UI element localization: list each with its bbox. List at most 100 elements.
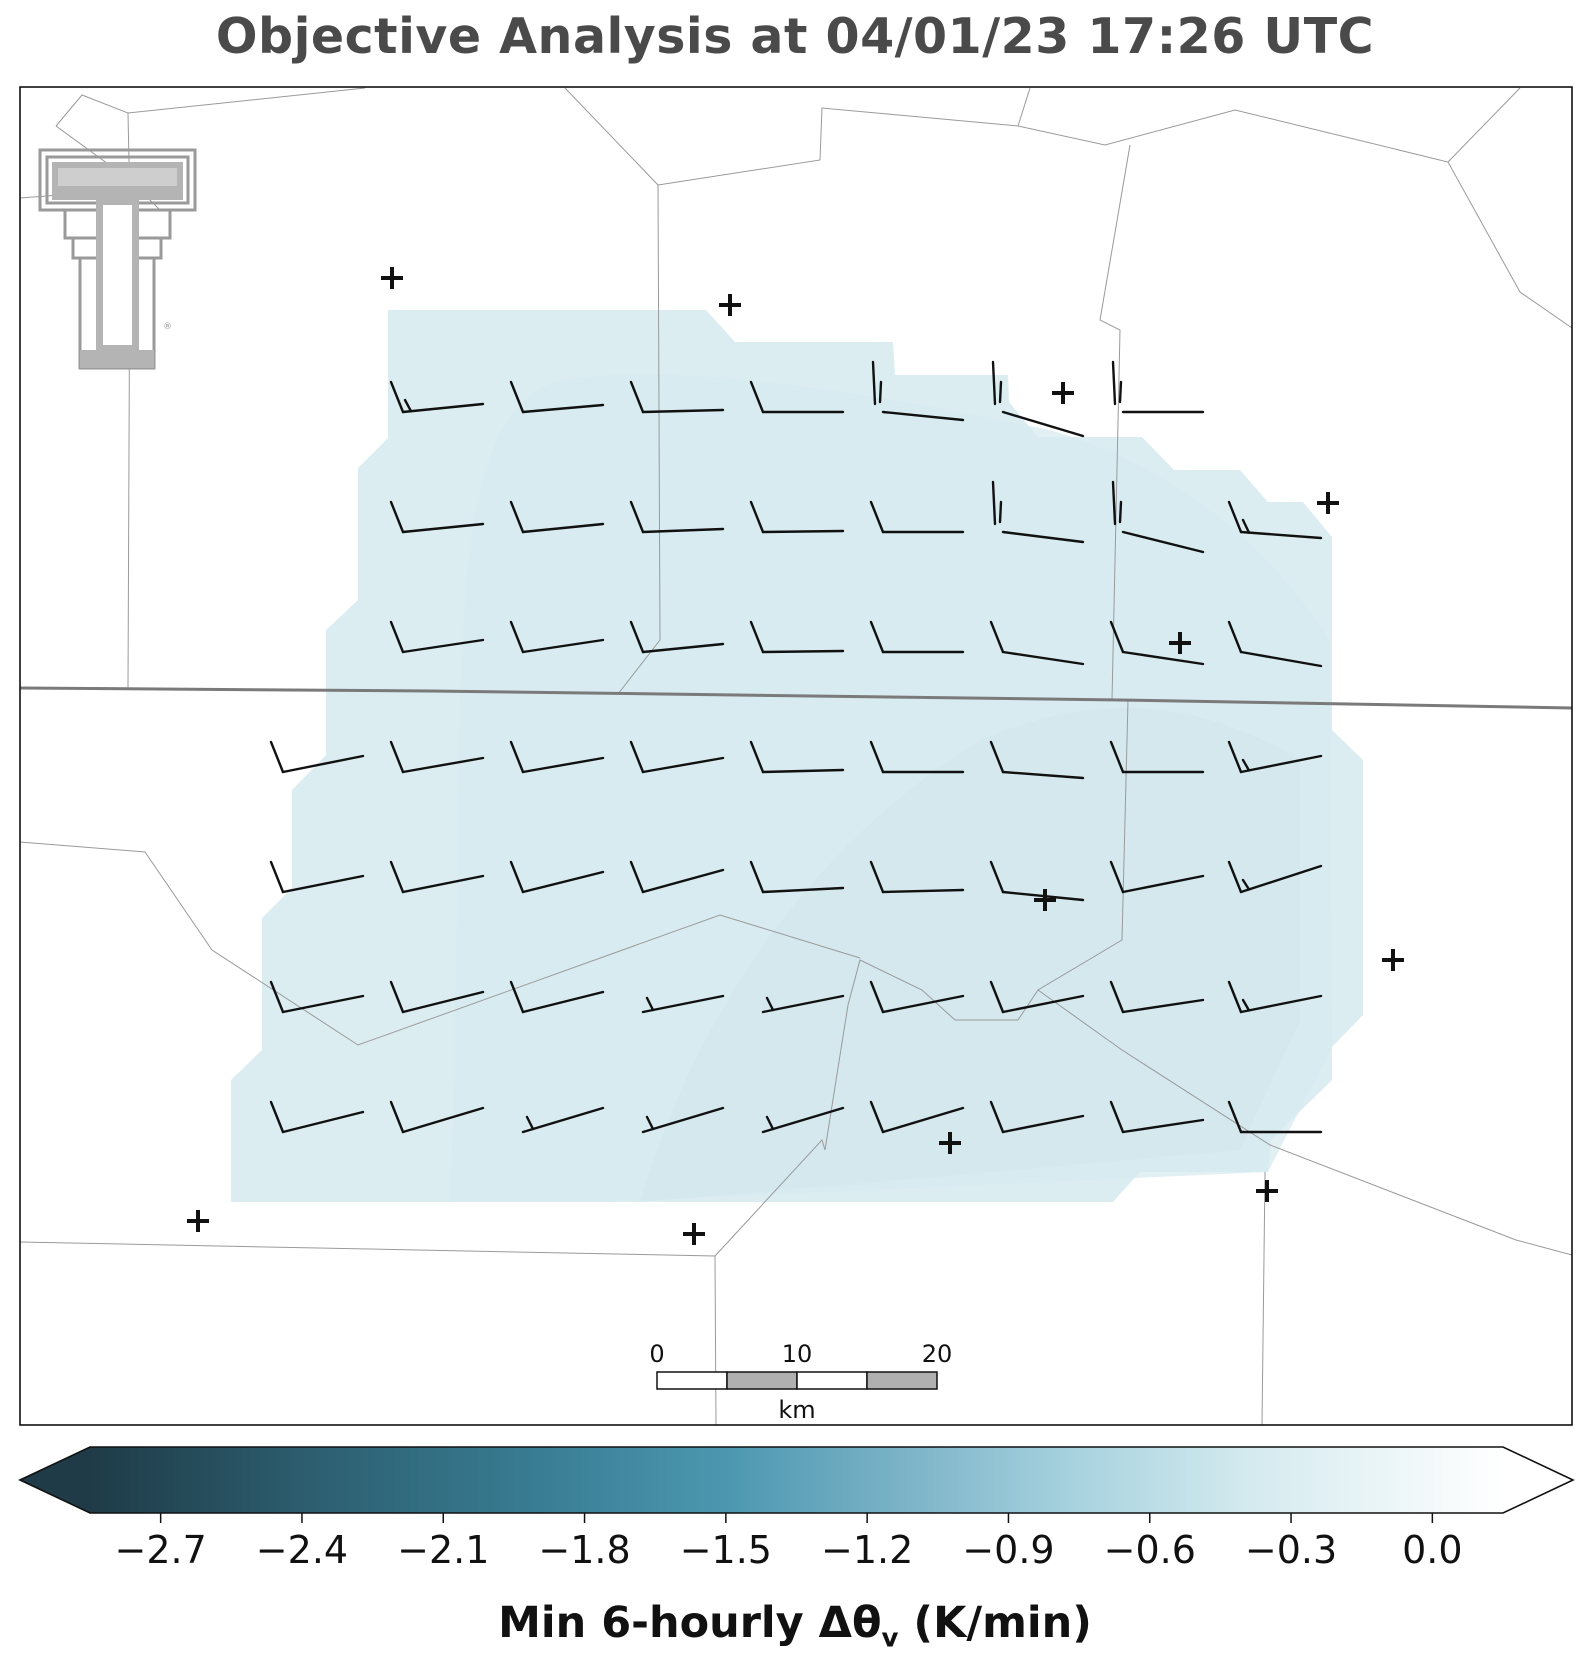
wind-barb bbox=[869, 500, 965, 534]
wind-barb-full bbox=[389, 500, 405, 534]
plot-title: Objective Analysis at 04/01/23 17:26 UTC bbox=[215, 8, 1375, 65]
wind-barb bbox=[869, 980, 965, 1014]
wind-barb-full bbox=[1109, 860, 1125, 894]
wind-barb bbox=[749, 620, 845, 654]
wind-barb bbox=[749, 860, 845, 894]
wind-barb-half bbox=[525, 1115, 535, 1131]
colorbar-tick-label: −1.2 bbox=[821, 1528, 913, 1572]
wind-barb bbox=[989, 980, 1085, 1014]
wind-barb-shaft bbox=[401, 756, 485, 774]
wind-barb-shaft bbox=[761, 649, 845, 654]
wind-barb-full bbox=[871, 360, 877, 406]
wind-barb-shaft bbox=[401, 522, 485, 534]
wind-barb-shaft bbox=[641, 868, 725, 894]
wind-barb bbox=[991, 480, 1085, 544]
wind-barb-full bbox=[389, 1100, 405, 1134]
wind-barb bbox=[761, 994, 845, 1014]
wind-barb bbox=[629, 380, 725, 414]
wind-barb-half bbox=[1118, 500, 1123, 524]
wind-barb-full bbox=[1227, 500, 1243, 534]
wind-barb-shaft bbox=[641, 756, 725, 774]
wind-barb-shaft bbox=[1121, 874, 1205, 894]
wind-barb-shaft bbox=[1239, 994, 1323, 1014]
wind-barb bbox=[641, 1106, 725, 1134]
wind-barb bbox=[749, 500, 845, 534]
wind-barb-full bbox=[1109, 980, 1125, 1014]
wind-barb-full bbox=[269, 980, 285, 1014]
colorbar-label: Min 6-hourly Δθv (K/min) bbox=[0, 1598, 1590, 1654]
wind-barb bbox=[1227, 980, 1323, 1014]
wind-barb-shaft bbox=[1121, 1118, 1205, 1134]
wind-barb bbox=[1227, 500, 1323, 540]
wind-barb bbox=[641, 994, 725, 1014]
wind-barb bbox=[1111, 480, 1205, 554]
colorbar-label-main: Min 6-hourly Δθ bbox=[498, 1598, 882, 1648]
wind-barb bbox=[389, 620, 485, 654]
wind-barb-shaft bbox=[641, 642, 725, 654]
wind-barb-full bbox=[389, 860, 405, 894]
wind-barb-half bbox=[998, 500, 1003, 524]
wind-barb-full bbox=[629, 620, 645, 654]
wind-barb-full bbox=[869, 740, 885, 774]
wind-barb-shaft bbox=[1001, 650, 1085, 666]
wind-barb-shaft bbox=[641, 994, 725, 1014]
wind-barb-shaft bbox=[281, 1110, 365, 1134]
station-marker bbox=[1256, 1180, 1278, 1202]
colorbar-label-tail: (K/min) bbox=[898, 1598, 1092, 1648]
wind-barb-full bbox=[749, 620, 765, 654]
station-marker bbox=[1034, 889, 1056, 911]
wind-barb-shaft bbox=[881, 410, 965, 422]
wind-barb-full bbox=[749, 740, 765, 774]
wind-barb-full bbox=[509, 980, 525, 1014]
wind-barb-half bbox=[1241, 758, 1251, 772]
wind-barb bbox=[1109, 860, 1205, 894]
station-marker bbox=[683, 1223, 705, 1245]
wind-barb bbox=[761, 1106, 845, 1134]
wind-barb-shaft bbox=[521, 990, 605, 1014]
wind-barb bbox=[1111, 360, 1205, 414]
wind-barb-shaft bbox=[281, 994, 365, 1014]
colorbar-label-sub: v bbox=[881, 1623, 899, 1654]
wind-barb-shaft bbox=[881, 994, 965, 1014]
wind-barb-full bbox=[629, 380, 645, 414]
wind-barb-full bbox=[1111, 480, 1117, 526]
station-marker bbox=[187, 1210, 209, 1232]
wind-barb-shaft bbox=[1001, 410, 1085, 438]
wind-barb-half bbox=[998, 380, 1003, 404]
wind-barb-full bbox=[869, 1100, 885, 1134]
station-marker bbox=[939, 1132, 961, 1154]
wind-barb-full bbox=[1111, 360, 1117, 406]
wind-barb bbox=[509, 740, 605, 774]
wind-barb-shaft bbox=[1001, 770, 1085, 780]
wind-barb-half bbox=[403, 398, 413, 413]
wind-barb-full bbox=[1227, 740, 1243, 774]
wind-barb-shaft bbox=[521, 870, 605, 894]
wind-barb-shaft bbox=[761, 994, 845, 1014]
wind-barb-half bbox=[645, 1115, 655, 1131]
wind-barb-full bbox=[389, 980, 405, 1014]
wind-barb-half bbox=[1241, 998, 1251, 1012]
colorbar-ticks: −2.7 −2.4 −2.1 −1.8 −1.5 −1.2 −0.9 −0.6 −0.3 0.0 bbox=[115, 1513, 1463, 1572]
wind-barb-full bbox=[509, 380, 525, 414]
texas-tech-double-t-logo: ® bbox=[38, 148, 197, 370]
wind-barb-full bbox=[1227, 860, 1243, 894]
wind-barb bbox=[1109, 980, 1205, 1014]
scale-tick-10: 10 bbox=[782, 1340, 813, 1368]
wind-barb bbox=[1109, 620, 1205, 666]
scale-unit: km bbox=[778, 1396, 815, 1424]
wind-barb-half bbox=[1241, 518, 1251, 534]
wind-barb-shaft bbox=[881, 1106, 965, 1134]
wind-barb bbox=[1227, 620, 1323, 668]
wind-barb-shaft bbox=[1239, 530, 1323, 540]
wind-barb bbox=[389, 860, 485, 894]
wind-barb-shaft bbox=[1121, 530, 1205, 554]
wind-barb-half bbox=[765, 1115, 775, 1131]
wind-barb-shaft bbox=[1121, 650, 1205, 666]
wind-barb-half bbox=[1118, 380, 1123, 404]
colorbar-tick-label: −2.1 bbox=[397, 1528, 489, 1572]
wind-barb-shaft bbox=[761, 1106, 845, 1134]
wind-barb-shaft bbox=[281, 754, 365, 774]
wind-barb bbox=[389, 1100, 485, 1134]
wind-barb bbox=[389, 740, 485, 774]
